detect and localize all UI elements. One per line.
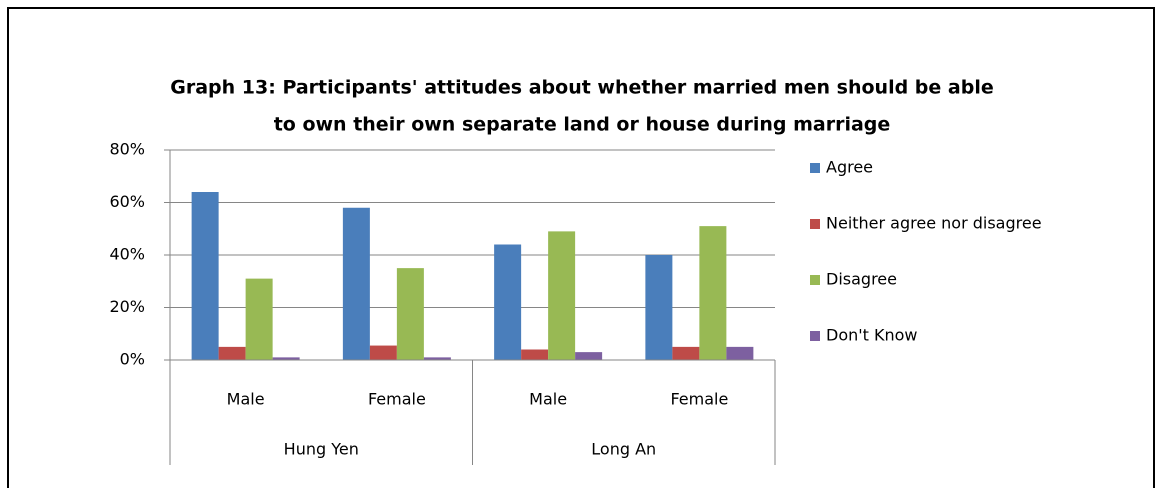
bar: [575, 352, 603, 360]
bar: [272, 357, 300, 360]
legend-label: Disagree: [826, 270, 897, 289]
bar: [672, 346, 700, 360]
bar: [369, 345, 397, 360]
x-tick-label: Male: [529, 390, 567, 409]
legend-swatch: [810, 163, 820, 173]
bar: [423, 357, 451, 360]
chart-title: Graph 13: Participants' attitudes about …: [170, 77, 993, 99]
legend-label: Don't Know: [826, 326, 918, 345]
bar: [218, 346, 246, 360]
y-tick-label: 60%: [109, 192, 145, 211]
x-tick-label: Female: [670, 390, 728, 409]
x-tick-label: Male: [227, 390, 265, 409]
chart-title: to own their own separate land or house …: [274, 114, 891, 136]
legend-swatch: [810, 331, 820, 341]
y-tick-label: 20%: [109, 297, 145, 316]
bar: [726, 346, 754, 360]
y-tick-label: 80%: [109, 140, 145, 159]
bar: [342, 207, 370, 360]
bar: [245, 278, 273, 360]
bar: [521, 349, 549, 360]
legend-swatch: [810, 219, 820, 229]
y-tick-label: 40%: [109, 245, 145, 264]
bar: [396, 268, 424, 360]
group-label: Hung Yen: [284, 440, 359, 459]
legend-swatch: [810, 275, 820, 285]
y-tick-label: 0%: [120, 350, 145, 369]
bar: [191, 192, 219, 360]
bar: [548, 231, 576, 360]
bar: [494, 244, 522, 360]
legend-label: Agree: [826, 158, 873, 177]
x-tick-label: Female: [368, 390, 426, 409]
group-label: Long An: [591, 440, 656, 459]
bar: [645, 255, 673, 360]
legend-label: Neither agree nor disagree: [826, 214, 1042, 233]
bar: [699, 226, 727, 360]
